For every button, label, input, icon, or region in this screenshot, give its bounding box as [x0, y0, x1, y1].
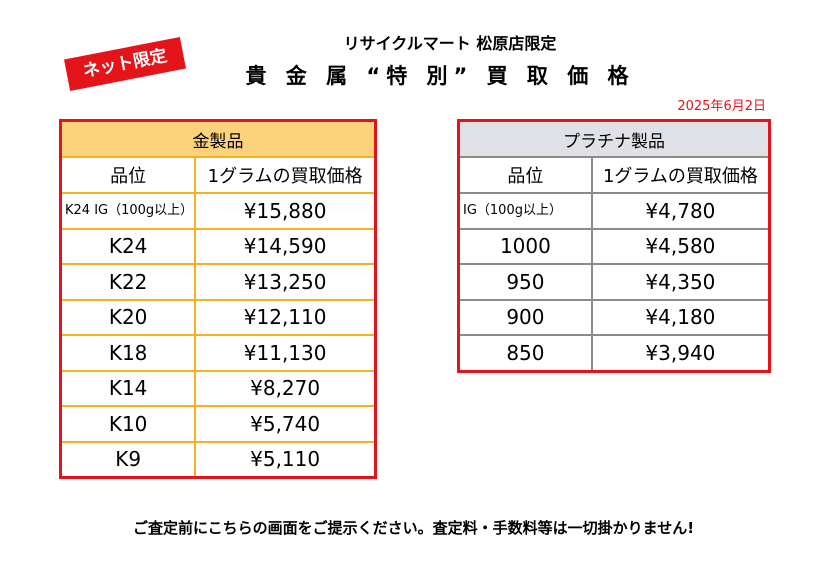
platinum-grade-cell: IG（100g以上）: [457, 192, 593, 230]
gold-grade-cell: K9: [59, 440, 197, 479]
gold-price-cell: ¥13,250: [194, 263, 377, 301]
footer-notice: ご査定前にこちらの画面をご提示ください。査定料・手数料等は一切掛かりません!: [132, 519, 695, 537]
platinum-price-table: プラチナ製品 品位 1グラムの買取価格 IG（100g以上） ¥4,780 10…: [457, 119, 771, 373]
table-row: 850 ¥3,940: [457, 334, 771, 372]
platinum-grade-cell: 1000: [457, 227, 593, 265]
gold-grade-cell: K20: [59, 298, 197, 336]
table-row: 950 ¥4,350: [457, 263, 771, 301]
page-title: 貴 金 属 “特 別” 買 取 価 格: [245, 64, 635, 88]
price-date: 2025年6月2日: [677, 99, 766, 114]
gold-grade-cell: K24 IG（100g以上）: [59, 192, 197, 230]
platinum-grade-cell: 950: [457, 263, 593, 301]
gold-price-cell: ¥15,880: [194, 192, 377, 230]
store-title: リサイクルマート 松原店限定: [343, 34, 557, 53]
gold-price-header: 1グラムの買取価格: [194, 156, 377, 194]
table-row: K22 ¥13,250: [59, 263, 377, 301]
platinum-price-cell: ¥4,180: [590, 298, 771, 336]
table-row: K10 ¥5,740: [59, 405, 377, 443]
gold-grade-cell: K10: [59, 405, 197, 443]
table-row: IG（100g以上） ¥4,780: [457, 192, 771, 230]
table-row: K14 ¥8,270: [59, 369, 377, 407]
gold-grade-cell: K14: [59, 369, 197, 407]
net-limited-badge: ネット限定: [64, 37, 186, 91]
table-row: K24 IG（100g以上） ¥15,880: [59, 192, 377, 230]
gold-price-cell: ¥11,130: [194, 334, 377, 372]
platinum-grade-cell: 850: [457, 334, 593, 372]
gold-grade-cell: K22: [59, 263, 197, 301]
platinum-price-cell: ¥4,580: [590, 227, 771, 265]
gold-grade-header: 品位: [59, 156, 197, 194]
table-row: K18 ¥11,130: [59, 334, 377, 372]
table-row: K24 ¥14,590: [59, 227, 377, 265]
gold-price-cell: ¥12,110: [194, 298, 377, 336]
gold-price-cell: ¥14,590: [194, 227, 377, 265]
gold-grade-cell: K18: [59, 334, 197, 372]
platinum-table-title: プラチナ製品: [457, 119, 771, 158]
platinum-price-cell: ¥4,350: [590, 263, 771, 301]
table-row: K9 ¥5,110: [59, 440, 377, 479]
platinum-price-header: 1グラムの買取価格: [590, 156, 771, 194]
gold-price-cell: ¥8,270: [194, 369, 377, 407]
platinum-grade-cell: 900: [457, 298, 593, 336]
table-row: 900 ¥4,180: [457, 298, 771, 336]
platinum-grade-header: 品位: [457, 156, 593, 194]
gold-price-cell: ¥5,110: [194, 440, 377, 479]
gold-grade-cell: K24: [59, 227, 197, 265]
gold-table-title: 金製品: [59, 119, 377, 158]
gold-price-table: 金製品 品位 1グラムの買取価格 K24 IG（100g以上） ¥15,880 …: [59, 119, 377, 479]
gold-price-cell: ¥5,740: [194, 405, 377, 443]
table-row: K20 ¥12,110: [59, 298, 377, 336]
platinum-price-cell: ¥3,940: [590, 334, 771, 372]
table-row: 1000 ¥4,580: [457, 227, 771, 265]
platinum-price-cell: ¥4,780: [590, 192, 771, 230]
